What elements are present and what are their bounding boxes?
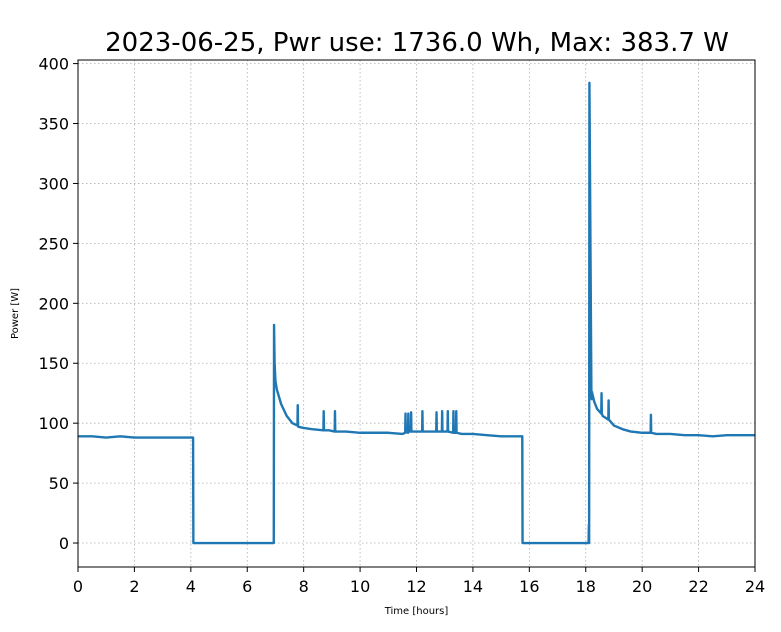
y-tick-label: 400 (38, 55, 69, 74)
y-axis-label: Power [W] (10, 288, 21, 339)
y-tick-label: 250 (38, 234, 69, 253)
y-tick-label: 150 (38, 354, 69, 373)
x-axis-label: Time [hours] (384, 606, 449, 617)
x-tick-label: 16 (519, 577, 539, 596)
x-tick-label: 8 (299, 577, 309, 596)
x-tick-label: 22 (688, 577, 708, 596)
y-axis: 0 50 100 150 200 250 300 350 400 (38, 55, 78, 553)
x-tick-label: 4 (186, 577, 196, 596)
series-group (78, 81, 755, 545)
x-tick-label: 10 (350, 577, 370, 596)
chart-title: 2023-06-25, Pwr use: 1736.0 Wh, Max: 383… (105, 28, 729, 58)
x-tick-label: 18 (576, 577, 596, 596)
x-tick-label: 14 (463, 577, 483, 596)
y-tick-label: 200 (38, 294, 69, 313)
x-axis: 0 2 4 6 8 10 12 14 16 18 20 22 24 (73, 567, 765, 596)
grid-lines (77, 60, 756, 567)
x-tick-label: 0 (73, 577, 83, 596)
x-tick-label: 20 (632, 577, 652, 596)
y-tick-label: 0 (59, 534, 69, 553)
y-tick-label: 350 (38, 115, 69, 134)
x-tick-label: 24 (745, 577, 765, 596)
power-series-line (78, 81, 755, 545)
y-tick-label: 300 (38, 174, 69, 193)
y-tick-label: 100 (38, 414, 69, 433)
x-tick-label: 2 (129, 577, 139, 596)
y-tick-label: 50 (49, 474, 69, 493)
x-tick-label: 6 (242, 577, 252, 596)
x-tick-label: 12 (406, 577, 426, 596)
